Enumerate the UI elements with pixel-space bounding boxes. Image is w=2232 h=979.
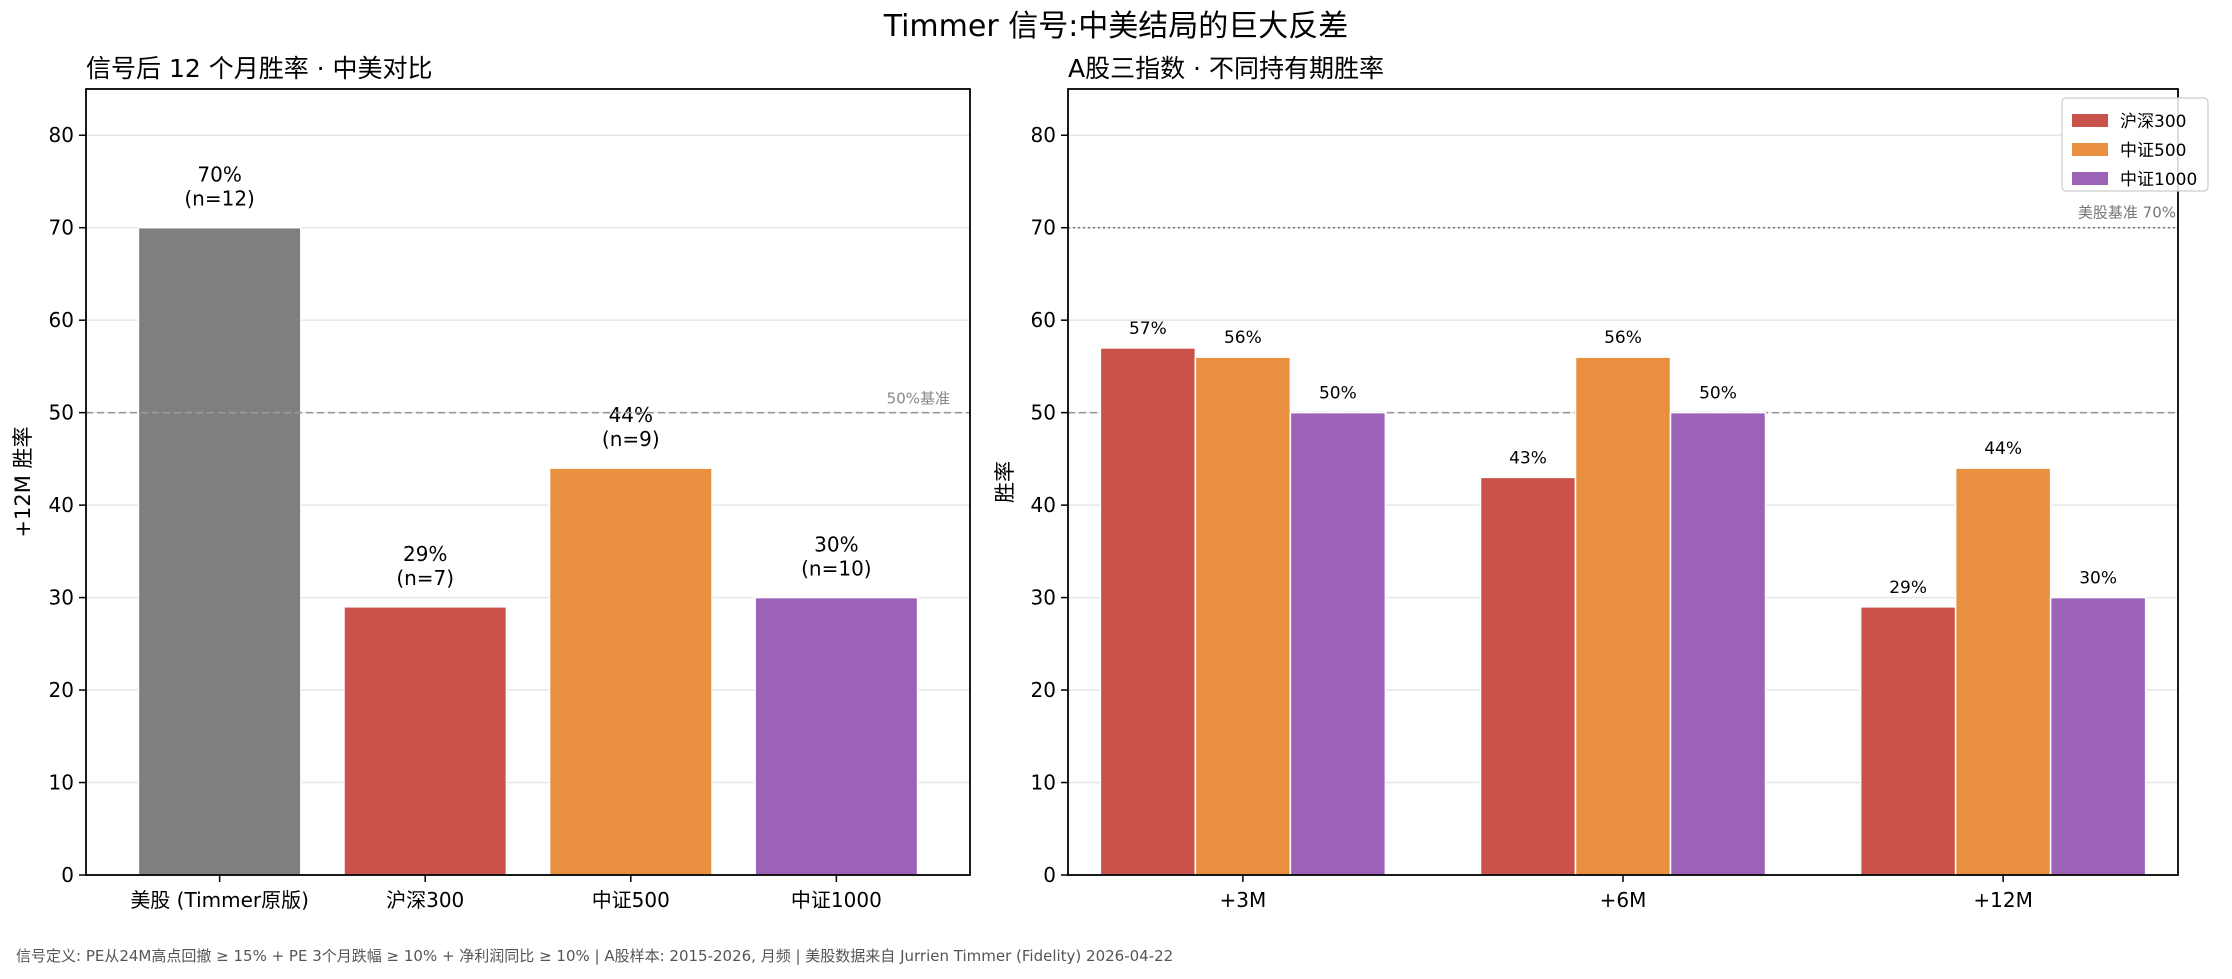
y-tick-label: 80 (1031, 123, 1056, 147)
bar (1859, 606, 1957, 876)
bar (137, 226, 302, 876)
x-tick-label: 中证500 (592, 888, 670, 912)
bar-value-label: 50% (1319, 384, 1357, 404)
bar (754, 596, 919, 876)
bar-value-label: 29% (403, 542, 447, 566)
bar-value-label: 30% (2079, 569, 2117, 589)
bar-value-label: 30% (814, 533, 858, 557)
y-tick-label: 70 (49, 216, 74, 240)
legend-label: 沪深300 (2120, 112, 2186, 132)
legend-label: 中证500 (2120, 141, 2186, 161)
bar (1574, 356, 1672, 876)
bar (2049, 596, 2147, 876)
bar-value-label: 57% (1129, 319, 1167, 339)
y-tick-label: 30 (49, 586, 74, 610)
bar (1669, 411, 1767, 876)
legend-swatch (2072, 143, 2108, 156)
bar (1289, 411, 1387, 876)
bar (1099, 347, 1197, 876)
y-tick-label: 50 (49, 401, 74, 425)
chart-title: 信号后 12 个月胜率 · 中美对比 (86, 54, 433, 83)
bar-value-label: 29% (1889, 578, 1927, 598)
bar-value-label: 56% (1604, 328, 1642, 348)
reference-line-label: 50%基准 (887, 390, 950, 408)
x-tick-label: 沪深300 (386, 888, 464, 912)
footer-note: 信号定义: PE从24M高点回撤 ≥ 15% + PE 3个月跌幅 ≥ 10% … (16, 947, 1174, 965)
x-tick-label: 中证1000 (791, 888, 882, 912)
figure-title: Timmer 信号:中美结局的巨大反差 (883, 9, 1349, 44)
bar-count-label: (n=10) (801, 557, 872, 581)
y-tick-label: 0 (61, 863, 74, 887)
bar (1194, 356, 1292, 876)
bar-count-label: (n=12) (184, 187, 255, 211)
y-axis-label: +12M 胜率 (11, 426, 35, 537)
bar-value-label: 70% (197, 163, 241, 187)
y-tick-label: 60 (1031, 308, 1056, 332)
y-tick-label: 30 (1031, 586, 1056, 610)
plot-frame (85, 88, 971, 876)
y-tick-label: 10 (1031, 771, 1056, 795)
bar (1479, 476, 1577, 876)
y-tick-label: 60 (49, 308, 74, 332)
y-tick-label: 40 (49, 493, 74, 517)
left-chart: 0 10 20 30 40 50 60 70 80 信号后 12 个月胜率 · 中美对比 +12M … (11, 54, 971, 912)
plot-frame (1067, 88, 2179, 876)
y-tick-label: 20 (49, 678, 74, 702)
y-tick-label: 80 (49, 123, 74, 147)
bar (343, 606, 508, 876)
y-tick-label: 50 (1031, 401, 1056, 425)
bar (548, 467, 713, 876)
y-axis-label: 胜率 (993, 461, 1017, 503)
legend-swatch (2072, 114, 2108, 127)
x-tick-label: +6M (1600, 888, 1647, 912)
y-tick-label: 70 (1031, 216, 1056, 240)
x-tick-label: +12M (1973, 888, 2032, 912)
bar-count-label: (n=9) (602, 427, 660, 451)
y-tick-label: 10 (49, 771, 74, 795)
legend-swatch (2072, 172, 2108, 185)
chart-title: A股三指数 · 不同持有期胜率 (1068, 54, 1384, 83)
bar-value-label: 44% (609, 403, 653, 427)
bar-value-label: 50% (1699, 384, 1737, 404)
y-tick-label: 20 (1031, 678, 1056, 702)
reference-line-label: 美股基准 70% (2078, 204, 2176, 222)
x-tick-label: +3M (1219, 888, 1266, 912)
bar-value-label: 43% (1509, 448, 1547, 468)
bar (1954, 467, 2052, 876)
y-tick-label: 0 (1043, 863, 1056, 887)
legend-label: 中证1000 (2120, 170, 2197, 190)
bar-count-label: (n=7) (396, 566, 454, 590)
bar-value-label: 56% (1224, 328, 1262, 348)
bar-value-label: 44% (1984, 439, 2022, 459)
x-tick-label: 美股 (Timmer原版) (130, 888, 309, 912)
y-tick-label: 40 (1031, 493, 1056, 517)
